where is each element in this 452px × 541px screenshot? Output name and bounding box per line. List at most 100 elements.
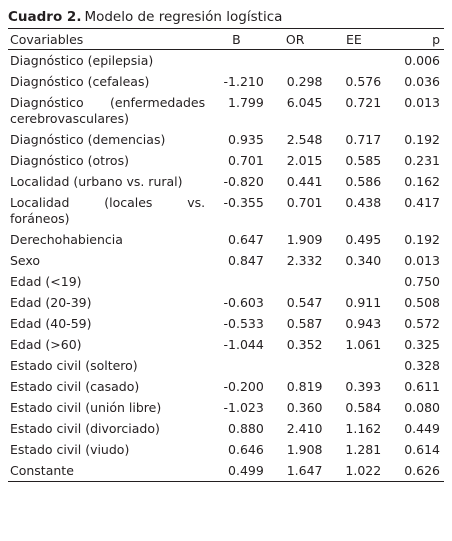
cell: -0.200	[223, 379, 264, 394]
cell: 1.908	[286, 442, 323, 457]
table-row: Diagnóstico (otros) 0.701 2.015 0.585 0.231	[8, 150, 444, 171]
cell: 0.508	[404, 295, 440, 310]
table-row: Estado civil (soltero) 0.328	[8, 355, 444, 376]
table-row: Edad (20-39) -0.603 0.547 0.911 0.508	[8, 292, 444, 313]
empty-cell	[207, 355, 266, 376]
caption-text: Modelo de regresión logística	[84, 9, 283, 25]
table-row: Diagnóstico (enfermedades cerebrovascula…	[8, 92, 444, 129]
row-label: Localidad (locales vs. foráneos)	[10, 195, 206, 226]
cell: 0.360	[286, 400, 323, 415]
table-row: Diagnóstico (epilepsia) 0.006	[8, 50, 444, 72]
cell: -1.044	[223, 337, 264, 352]
cell: 0.614	[404, 442, 440, 457]
cell: 2.410	[286, 421, 323, 436]
cell: 2.548	[286, 132, 323, 147]
document: Cuadro 2. Modelo de regresión logística C…	[8, 9, 444, 482]
cell: 0.584	[345, 400, 382, 415]
cell: 0.611	[404, 379, 440, 394]
cell: 1.909	[286, 232, 323, 247]
cell: 0.647	[228, 232, 264, 247]
table-row: Estado civil (divorciado) 0.880 2.410 1.162…	[8, 418, 444, 439]
table-row: Estado civil (casado) -0.200 0.819 0.393 0.6…	[8, 376, 444, 397]
caption-label: Cuadro 2.	[8, 9, 82, 25]
cell: 0.162	[404, 174, 440, 189]
row-label: Diagnóstico (demencias)	[10, 132, 166, 147]
cell: 1.061	[345, 337, 382, 352]
row-label: Estado civil (unión libre)	[10, 400, 162, 415]
table-row: Edad (<19) 0.750	[8, 271, 444, 292]
cell: 0.393	[345, 379, 382, 394]
table-row: Sexo 0.847 2.332 0.340 0.013	[8, 250, 444, 271]
row-label: Constante	[10, 463, 74, 478]
cell: 2.332	[286, 253, 323, 268]
cell: 0.006	[404, 53, 440, 68]
cell: -1.023	[223, 400, 264, 415]
cell: 0.586	[345, 174, 382, 189]
cell: 0.911	[345, 295, 382, 310]
row-label: Edad (40-59)	[10, 316, 92, 331]
empty-cell	[207, 50, 266, 72]
cell: 0.572	[404, 316, 440, 331]
row-label: Edad (>60)	[10, 337, 82, 352]
row-label: Sexo	[10, 253, 41, 268]
column-header: p	[383, 28, 444, 50]
empty-cell	[266, 271, 325, 292]
cell: 0.847	[228, 253, 264, 268]
row-label: Diagnóstico (otros)	[10, 153, 129, 168]
empty-cell	[207, 271, 266, 292]
empty-cell	[266, 50, 325, 72]
row-label: Derechohabiencia	[10, 232, 123, 247]
table-row: Estado civil (viudo) 0.646 1.908 1.281 0.614	[8, 439, 444, 460]
row-label: Edad (<19)	[10, 274, 82, 289]
table-row: Localidad (urbano vs. rural) -0.820 0.441 0…	[8, 171, 444, 192]
table-row: Diagnóstico (cefaleas) -1.210 0.298 0.576 0.…	[8, 71, 444, 92]
cell: 0.080	[404, 400, 440, 415]
cell: 0.352	[286, 337, 323, 352]
table-row: Derechohabiencia 0.647 1.909 0.495 0.192	[8, 229, 444, 250]
row-label: Diagnóstico (enfermedades cerebrovascula…	[10, 95, 206, 126]
cell: -0.355	[223, 195, 264, 210]
cell: 0.587	[286, 316, 323, 331]
row-label: Edad (20-39)	[10, 295, 92, 310]
empty-cell	[325, 355, 384, 376]
row-label: Diagnóstico (epilepsia)	[10, 53, 154, 68]
cell: 0.626	[404, 463, 440, 478]
table-row: Estado civil (unión libre) -1.023 0.360 0.5…	[8, 397, 444, 418]
cell: -0.603	[223, 295, 264, 310]
table-row: Constante 0.499 1.647 1.022 0.626	[8, 460, 444, 482]
regression-table: Covariables B OR EE p Diagnóstico (epilepsia…	[8, 28, 444, 482]
cell: 1.799	[228, 95, 264, 110]
cell: 1.281	[345, 442, 382, 457]
row-label: Estado civil (soltero)	[10, 358, 138, 373]
column-header: OR	[265, 28, 325, 50]
cell: 0.495	[345, 232, 382, 247]
cell: 0.750	[404, 274, 440, 289]
cell: -0.820	[223, 174, 264, 189]
cell: 1.647	[286, 463, 323, 478]
cell: 0.547	[286, 295, 323, 310]
cell: 0.192	[404, 232, 440, 247]
cell: 2.015	[286, 153, 323, 168]
cell: 1.162	[345, 421, 382, 436]
cell: 0.721	[345, 95, 382, 110]
cell: 0.449	[404, 421, 440, 436]
cell: -1.210	[223, 74, 264, 89]
header-row: Covariables B OR EE p	[8, 28, 444, 50]
cell: 0.036	[404, 74, 440, 89]
column-header: EE	[324, 28, 384, 50]
cell: 0.701	[286, 195, 323, 210]
row-label: Localidad (urbano vs. rural)	[10, 174, 183, 189]
cell: 0.646	[228, 442, 264, 457]
cell: 0.935	[228, 132, 264, 147]
cell: 0.880	[228, 421, 264, 436]
column-header: B	[207, 28, 266, 50]
row-label: Diagnóstico (cefaleas)	[10, 74, 150, 89]
cell: 0.013	[404, 253, 440, 268]
cell: 1.022	[345, 463, 382, 478]
cell: 0.701	[228, 153, 264, 168]
cell: 0.499	[228, 463, 264, 478]
empty-cell	[266, 355, 325, 376]
cell: 6.045	[286, 95, 323, 110]
cell: 0.013	[404, 95, 440, 110]
